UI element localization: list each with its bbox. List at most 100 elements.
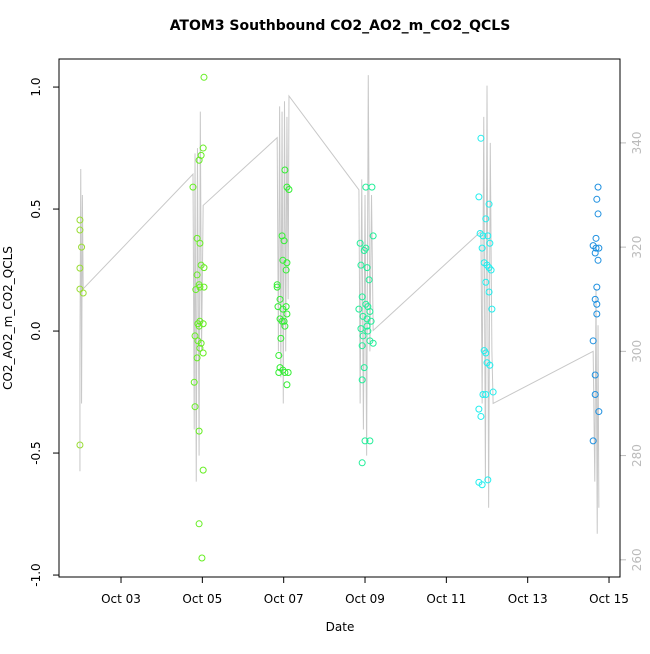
chart-title: ATOM3 Southbound CO2_AO2_m_CO2_QCLS	[170, 18, 511, 34]
data-point	[361, 437, 369, 445]
data-point	[594, 183, 602, 191]
data-point	[195, 156, 203, 164]
data-point	[369, 339, 377, 347]
data-point	[482, 215, 490, 223]
data-point	[358, 293, 366, 301]
x-tick-label: Oct 13	[508, 592, 548, 606]
data-point	[355, 305, 363, 313]
data-point	[285, 186, 293, 194]
y2-tick-label: 340	[630, 131, 644, 154]
data-point	[282, 303, 290, 311]
data-point	[477, 412, 485, 420]
data-point	[191, 403, 199, 411]
data-point	[589, 437, 597, 445]
x-tick-label: Oct 09	[345, 592, 385, 606]
y-tick-label: -1.0	[29, 563, 43, 586]
data-point	[593, 300, 601, 308]
y-tick-label: 0.0	[29, 322, 43, 341]
data-point	[479, 390, 487, 398]
y-tick-label: 1.0	[29, 78, 43, 97]
data-point	[276, 295, 284, 303]
data-point	[595, 408, 603, 416]
data-point	[357, 325, 365, 333]
data-point	[190, 378, 198, 386]
data-point	[356, 239, 364, 247]
data-point	[366, 437, 374, 445]
data-point	[591, 390, 599, 398]
data-point	[482, 349, 490, 357]
y-tick-label: 0.5	[29, 200, 43, 219]
data-point	[592, 234, 600, 242]
data-point	[366, 308, 374, 316]
data-point	[192, 286, 200, 294]
data-point	[592, 244, 600, 252]
data-point	[282, 266, 290, 274]
data-point	[357, 261, 365, 269]
data-point	[76, 441, 84, 449]
data-point	[482, 278, 490, 286]
y-axis-label: CO2_AO2_m_CO2_QCLS	[1, 246, 15, 390]
data-point	[196, 239, 204, 247]
data-point	[478, 244, 486, 252]
data-point	[486, 361, 494, 369]
data-point	[196, 344, 204, 352]
data-point	[488, 305, 496, 313]
data-line	[79, 75, 600, 534]
data-point	[199, 466, 207, 474]
y-tick-label: -0.5	[29, 441, 43, 464]
data-point	[360, 364, 368, 372]
data-point	[487, 266, 495, 274]
data-point	[200, 283, 208, 291]
data-point	[358, 459, 366, 467]
data-point	[193, 354, 201, 362]
data-point	[273, 283, 281, 291]
data-point	[358, 342, 366, 350]
y2-tick-label: 260	[630, 548, 644, 571]
x-tick-label: Oct 07	[264, 592, 304, 606]
data-point	[78, 243, 86, 251]
data-point	[280, 317, 288, 325]
data-point	[195, 427, 203, 435]
data-point	[363, 322, 371, 330]
data-point	[369, 232, 377, 240]
x-tick-label: Oct 11	[426, 592, 466, 606]
data-point	[364, 327, 372, 335]
data-point	[275, 351, 283, 359]
data-point	[360, 247, 368, 255]
data-point	[280, 237, 288, 245]
data-point	[593, 310, 601, 318]
data-point	[76, 264, 84, 272]
data-point	[199, 349, 207, 357]
data-point	[284, 369, 292, 377]
data-point	[478, 481, 486, 489]
y2-tick-label: 320	[630, 236, 644, 259]
data-point	[281, 166, 289, 174]
data-point	[484, 232, 492, 240]
x-tick-label: Oct 05	[182, 592, 222, 606]
data-point	[200, 264, 208, 272]
y2-tick-label: 280	[630, 444, 644, 467]
data-point	[475, 405, 483, 413]
data-point	[479, 232, 487, 240]
data-point	[484, 476, 492, 484]
data-point	[482, 390, 490, 398]
data-point	[283, 259, 291, 267]
data-point	[367, 317, 375, 325]
data-point	[591, 371, 599, 379]
x-axis-label: Date	[326, 620, 355, 634]
data-point	[595, 244, 603, 252]
data-point	[591, 249, 599, 257]
data-point	[593, 195, 601, 203]
data-point	[195, 520, 203, 528]
y2-tick-label: 300	[630, 340, 644, 363]
data-point	[283, 381, 291, 389]
data-point	[477, 134, 485, 142]
plot-frame	[58, 58, 621, 578]
data-point	[197, 339, 205, 347]
data-point	[189, 183, 197, 191]
data-point	[198, 554, 206, 562]
data-point	[485, 200, 493, 208]
data-point	[359, 332, 367, 340]
data-point	[594, 210, 602, 218]
